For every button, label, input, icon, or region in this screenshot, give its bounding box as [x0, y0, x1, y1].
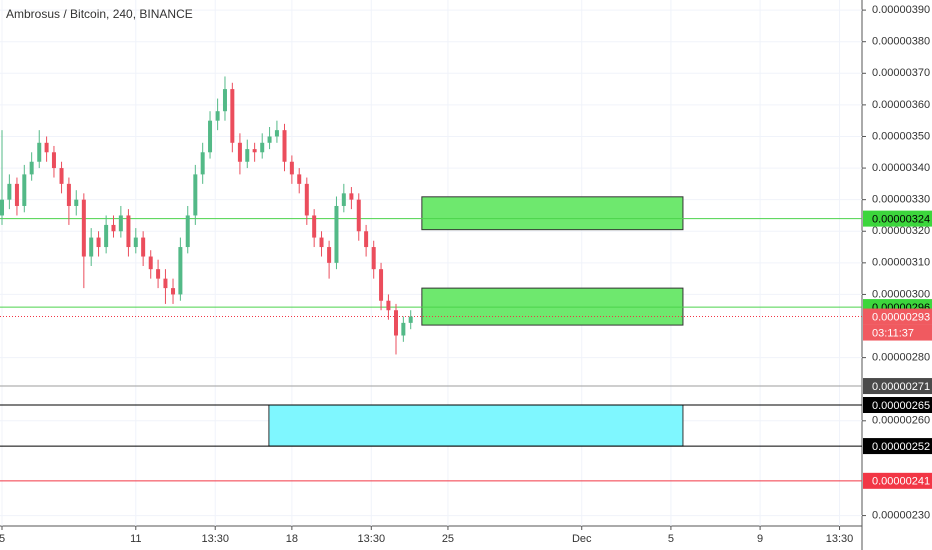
candle-body: [267, 136, 272, 143]
candle-body: [282, 130, 287, 162]
candle-body: [178, 247, 183, 295]
x-tick-label: 11: [130, 533, 141, 545]
candle-body: [208, 120, 213, 153]
x-tick-label: 9: [757, 533, 763, 545]
y-tick-label: 0.00000390: [872, 4, 930, 16]
candle-body: [111, 224, 116, 232]
candle-body: [371, 247, 376, 270]
candle-body: [349, 193, 354, 200]
candle-body: [104, 224, 109, 248]
price-badge-label: 0.00000241: [872, 476, 930, 488]
candle-body: [252, 149, 257, 153]
price-badge-label: 0.00000252: [872, 441, 930, 453]
y-tick-label: 0.00000230: [872, 509, 930, 521]
candle-body: [297, 174, 302, 184]
candle-body: [312, 215, 317, 238]
candle-body: [408, 316, 413, 323]
candle-body: [237, 142, 242, 162]
candle-body: [364, 231, 369, 248]
candle-body: [327, 247, 332, 263]
candle-body: [379, 269, 384, 301]
price-badge: [863, 308, 932, 325]
y-tick-label: 0.00000380: [872, 36, 930, 48]
candle-body: [156, 269, 161, 279]
candle-body: [7, 183, 12, 200]
chart-title: Ambrosus / Bitcoin, 240, BINANCE: [6, 7, 193, 21]
candle-body: [230, 89, 235, 143]
candle-body: [37, 142, 42, 162]
y-tick-label: 0.00000330: [872, 194, 930, 206]
candle-body: [96, 237, 101, 248]
candle-body: [171, 288, 176, 295]
price-badge: [863, 472, 932, 489]
candle-body: [401, 322, 406, 336]
price-badge-label: 0.00000324: [872, 214, 930, 226]
x-tick-label: 5: [0, 533, 5, 545]
candle-body: [393, 310, 398, 336]
y-tick-label: 0.00000360: [872, 99, 930, 111]
y-tick-label: 0.00000350: [872, 130, 930, 142]
candle-body: [51, 152, 56, 169]
y-tick-label: 0.00000280: [872, 352, 930, 364]
price-badge: [863, 397, 932, 414]
candle-body: [0, 199, 5, 216]
price-badge: [863, 438, 932, 455]
x-tick-label: 18: [286, 533, 298, 545]
candle-body: [304, 183, 309, 216]
candle-body: [245, 149, 250, 162]
zone-box: [421, 196, 684, 231]
candle-body: [126, 215, 131, 248]
x-tick-label: 13:30: [201, 533, 229, 545]
candle-body: [185, 215, 190, 248]
candle-body: [148, 256, 153, 270]
candle-body: [29, 161, 34, 175]
y-tick-label: 0.00000320: [872, 225, 930, 237]
candle-body: [260, 142, 265, 153]
price-badge-label: 0.00000265: [872, 400, 930, 412]
y-tick-label: 0.00000340: [872, 162, 930, 174]
y-tick-label: 0.00000300: [872, 288, 930, 300]
candle-body: [200, 152, 205, 175]
candle-body: [89, 237, 94, 257]
zone-box: [268, 404, 684, 447]
candle-body: [222, 89, 227, 112]
y-tick-label: 0.00000370: [872, 67, 930, 79]
candle-body: [59, 168, 64, 184]
candle-body: [118, 215, 123, 232]
candle-body: [319, 237, 324, 248]
price-badge: [863, 210, 932, 227]
candle-body: [66, 183, 71, 206]
candle-body: [81, 199, 86, 257]
x-tick-label: 13:30: [826, 533, 854, 545]
candle-body: [289, 161, 294, 175]
x-tick-label: Dec: [572, 533, 592, 545]
countdown-label: 03:11:37: [872, 327, 914, 339]
price-badge-label: 0.00000293: [872, 311, 930, 323]
candle-body: [22, 174, 27, 206]
price-badge: [863, 378, 932, 395]
candle-body: [44, 142, 49, 153]
price-badge-label: 0.00000271: [872, 381, 930, 393]
candle-body: [133, 237, 138, 248]
x-tick-label: 13:30: [358, 533, 386, 545]
candle-body: [386, 300, 391, 311]
candle-body: [14, 183, 19, 206]
candle-body: [334, 205, 339, 263]
candle-body: [74, 199, 79, 206]
candle-body: [163, 278, 168, 289]
candle-body: [341, 193, 346, 206]
countdown-badge: [863, 324, 932, 341]
candle-body: [215, 111, 220, 121]
candle-body: [274, 130, 279, 137]
candle-body: [356, 199, 361, 232]
candle-body: [141, 237, 146, 257]
candle-body: [193, 174, 198, 216]
y-tick-label: 0.00000310: [872, 257, 930, 269]
x-tick-label: 5: [668, 533, 674, 545]
x-tick-label: 25: [442, 533, 454, 545]
y-tick-label: 0.00000260: [872, 415, 930, 427]
